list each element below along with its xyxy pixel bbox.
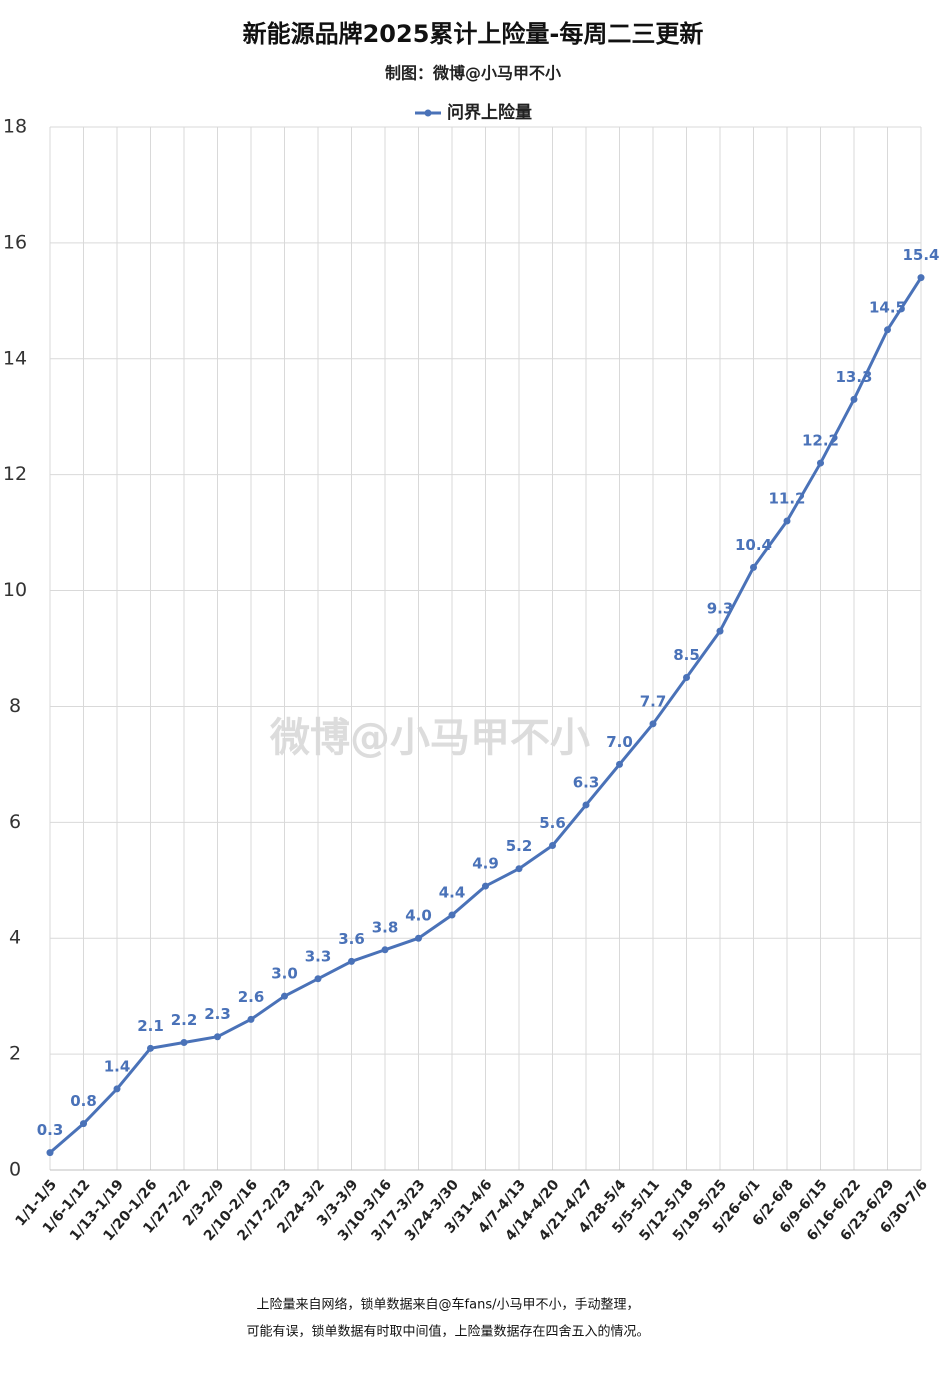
data-label: 12.2: [802, 432, 839, 450]
data-label: 2.6: [238, 988, 265, 1006]
y-tick-label: 18: [3, 116, 27, 138]
data-point: [214, 1033, 221, 1041]
data-point: [917, 274, 925, 282]
data-point: [683, 673, 690, 681]
data-label: 13.3: [835, 368, 872, 386]
data-point: [515, 865, 523, 873]
data-label: 4.9: [472, 855, 499, 873]
data-point: [783, 517, 791, 525]
data-point: [582, 801, 590, 809]
data-point: [884, 326, 891, 334]
data-point: [616, 760, 623, 768]
data-label: 10.4: [735, 536, 772, 554]
data-point: [314, 975, 322, 983]
legend-marker: [424, 109, 432, 117]
data-point: [247, 1015, 255, 1023]
data-label: 2.3: [204, 1005, 231, 1023]
data-label: 0.3: [37, 1121, 64, 1139]
data-label: 3.6: [338, 930, 365, 948]
data-label: 6.3: [573, 773, 600, 791]
data-point: [750, 563, 757, 571]
data-point: [549, 842, 556, 850]
data-point: [482, 882, 489, 890]
y-tick-label: 6: [9, 811, 21, 833]
data-point: [46, 1149, 54, 1157]
data-label: 2.1: [137, 1017, 164, 1035]
data-point: [281, 992, 288, 1000]
y-tick-label: 12: [3, 463, 27, 485]
y-tick-label: 2: [9, 1043, 21, 1065]
data-label: 14.5: [869, 298, 906, 316]
data-label: 7.0: [606, 733, 633, 751]
data-point: [649, 720, 657, 728]
data-label: 7.7: [640, 692, 667, 710]
y-tick-label: 8: [9, 695, 21, 717]
data-label: 3.3: [305, 947, 332, 965]
y-tick-label: 16: [3, 231, 27, 253]
data-point: [850, 395, 858, 403]
y-tick-label: 14: [3, 347, 27, 369]
y-tick-label: 0: [9, 1159, 21, 1181]
data-label: 4.0: [405, 907, 432, 925]
data-label: 5.2: [506, 837, 533, 855]
data-label: 3.8: [372, 918, 399, 936]
data-point: [381, 946, 389, 954]
data-label: 0.8: [70, 1092, 97, 1110]
data-label: 3.0: [271, 965, 298, 983]
data-label: 9.3: [707, 600, 734, 618]
y-tick-label: 4: [9, 927, 21, 949]
data-point: [716, 627, 724, 635]
data-label: 1.4: [104, 1057, 131, 1075]
data-label: 11.2: [768, 490, 805, 508]
data-label: 15.4: [902, 246, 939, 264]
legend-label: 问界上险量: [447, 102, 532, 123]
data-point: [113, 1085, 121, 1093]
chart-subtitle: 制图：微博@小马甲不小: [385, 64, 561, 83]
data-point: [80, 1120, 87, 1128]
footnote: 可能有误，锁单数据有时取中间值，上险量数据存在四舍五入的情况。: [246, 1324, 649, 1340]
data-point: [180, 1039, 188, 1047]
watermark: 微博@小马甲不小: [269, 715, 590, 761]
data-label: 5.6: [539, 814, 566, 832]
data-point: [147, 1044, 154, 1052]
data-point: [817, 459, 824, 467]
data-point: [348, 957, 355, 965]
footnote: 上险量来自网络，锁单数据来自@车fans/小马甲不小，手动整理，: [257, 1297, 640, 1313]
data-label: 8.5: [673, 646, 700, 664]
data-point: [448, 911, 456, 919]
y-tick-label: 10: [3, 579, 27, 601]
data-label: 4.4: [439, 884, 466, 902]
chart-title: 新能源品牌2025累计上险量-每周二三更新: [243, 20, 704, 48]
data-label: 2.2: [171, 1011, 198, 1029]
data-point: [415, 934, 422, 942]
